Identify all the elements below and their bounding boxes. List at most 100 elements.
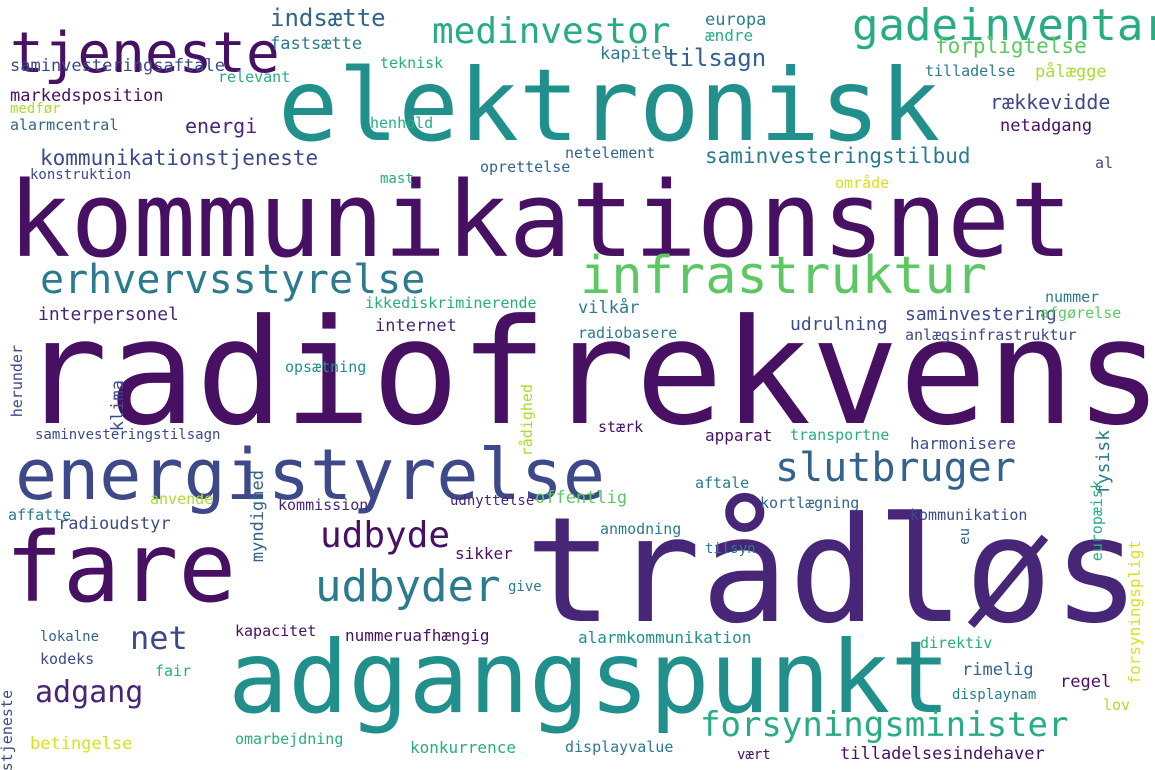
- cloud-word: område: [835, 174, 890, 192]
- cloud-word: erhvervsstyrelse: [40, 257, 426, 303]
- cloud-word: pålægge: [1035, 62, 1107, 82]
- cloud-word: fair: [155, 662, 192, 680]
- cloud-word: omarbejdning: [235, 730, 344, 748]
- cloud-word: medinvestor: [432, 11, 671, 52]
- cloud-word: saminvesteringstilbud: [705, 144, 971, 168]
- cloud-word: beredskabstjeneste: [0, 690, 16, 770]
- cloud-word: elektronisk: [278, 47, 941, 164]
- cloud-word: forsyningsminister: [700, 705, 1069, 745]
- cloud-word: kapacitet: [235, 622, 317, 640]
- cloud-word: interpersonel: [38, 304, 179, 325]
- cloud-word: tilladelsesindehaver: [840, 744, 1045, 764]
- cloud-word: europa: [705, 10, 767, 30]
- cloud-word: radioudstyr: [58, 514, 171, 534]
- cloud-word: vært: [737, 747, 771, 763]
- cloud-word: ikkediskriminerende: [365, 294, 537, 312]
- cloud-word: udbyder: [315, 561, 501, 612]
- cloud-word: forsyningspligt: [1125, 540, 1144, 685]
- cloud-word: give: [508, 579, 542, 595]
- cloud-word: displaynam: [952, 687, 1037, 703]
- cloud-word: anvende: [150, 490, 214, 508]
- cloud-word: kortlægning: [760, 494, 860, 512]
- cloud-word: mast: [380, 171, 414, 187]
- cloud-word: al: [1095, 154, 1114, 172]
- cloud-word: offentlig: [535, 488, 628, 508]
- cloud-word: rådighed: [518, 384, 536, 457]
- cloud-word: tilsagn: [665, 44, 767, 72]
- cloud-word: markedsposition: [10, 86, 164, 106]
- cloud-word: kommission: [278, 496, 369, 514]
- cloud-word: teknisk: [380, 54, 444, 72]
- cloud-word: slutbruger: [775, 445, 1016, 491]
- cloud-word: anmodning: [600, 520, 682, 538]
- cloud-word: rimelig: [962, 660, 1034, 680]
- cloud-word: radiobasere: [578, 324, 678, 342]
- cloud-word: displayvalue: [565, 738, 674, 756]
- cloud-word: udrulning: [790, 314, 888, 335]
- cloud-word: medfør: [10, 101, 61, 117]
- cloud-word: betingelse: [30, 734, 133, 754]
- cloud-word: nummer: [1045, 288, 1100, 306]
- cloud-word: net: [130, 619, 188, 657]
- cloud-word: europæisk: [1088, 480, 1106, 562]
- cloud-word: gadeinventar: [852, 0, 1155, 51]
- cloud-word: adgang: [35, 675, 144, 710]
- cloud-word: udbyde: [320, 515, 451, 556]
- cloud-word: opsætning: [285, 358, 367, 376]
- cloud-word: sikker: [455, 544, 513, 563]
- cloud-word: apparat: [705, 426, 773, 445]
- cloud-word: kommunikationsnet: [8, 159, 1073, 281]
- cloud-word: affatte: [8, 506, 72, 524]
- cloud-word: internet: [375, 316, 457, 336]
- cloud-word: henhold: [370, 114, 434, 132]
- cloud-word: infrastruktur: [580, 246, 987, 306]
- cloud-word: afgørelse: [1040, 304, 1122, 322]
- cloud-word: energi: [185, 114, 258, 138]
- cloud-word: stærk: [598, 418, 644, 436]
- cloud-word: myndighed: [248, 470, 268, 563]
- cloud-word: eu: [957, 528, 973, 545]
- cloud-word: nummeruafhængig: [345, 626, 490, 645]
- cloud-word: kommunikation: [910, 506, 1028, 524]
- cloud-word: adgangspunkt: [228, 619, 951, 736]
- cloud-word: anlægsinfrastruktur: [905, 326, 1077, 344]
- cloud-word: lokalne: [40, 629, 100, 645]
- cloud-word: energistyrelse: [15, 434, 606, 516]
- cloud-word: rækkevidde: [990, 90, 1111, 114]
- cloud-word: harmonisere: [910, 434, 1016, 453]
- cloud-word: udnyttelse: [450, 493, 535, 509]
- cloud-word: netadgang: [1000, 116, 1093, 136]
- cloud-word: direktiv: [920, 634, 993, 652]
- cloud-word: trådløs: [525, 486, 1141, 656]
- cloud-word: lov: [1103, 696, 1131, 714]
- cloud-word: tilsyn: [705, 541, 756, 557]
- cloud-word: forpligtelse: [935, 34, 1087, 58]
- cloud-word: fastsætte: [270, 34, 363, 54]
- cloud-word: tilladelse: [925, 62, 1016, 80]
- cloud-word: kommunikationstjeneste: [40, 146, 319, 170]
- cloud-word: indsætte: [270, 4, 386, 32]
- cloud-word: tjeneste: [10, 21, 280, 86]
- cloud-word: kodeks: [40, 650, 95, 668]
- cloud-word: konkurrence: [410, 738, 516, 757]
- cloud-word: klima: [108, 380, 128, 432]
- cloud-word: vilkår: [578, 298, 640, 318]
- cloud-word: alarmcentral: [10, 116, 119, 134]
- cloud-word: alarmkommunikation: [578, 628, 752, 647]
- cloud-word: relevant: [218, 68, 291, 86]
- cloud-word: radiofrekvens: [20, 288, 1155, 458]
- cloud-word: saminvestering: [905, 304, 1057, 325]
- cloud-word: herunder: [8, 345, 26, 418]
- cloud-word: saminvesteringstilsagn: [35, 427, 221, 443]
- cloud-word: saminvesteringsaftale: [10, 56, 225, 76]
- cloud-word: ændre: [705, 26, 754, 45]
- cloud-word: transportne: [790, 426, 890, 444]
- cloud-word: netelement: [565, 144, 656, 162]
- cloud-word: konstruktion: [30, 167, 132, 183]
- cloud-word: regel: [1060, 672, 1112, 692]
- cloud-word: kapitel: [600, 44, 672, 64]
- cloud-word: oprettelse: [480, 158, 571, 176]
- cloud-word: fare: [5, 512, 237, 624]
- cloud-word: aftale: [695, 474, 750, 492]
